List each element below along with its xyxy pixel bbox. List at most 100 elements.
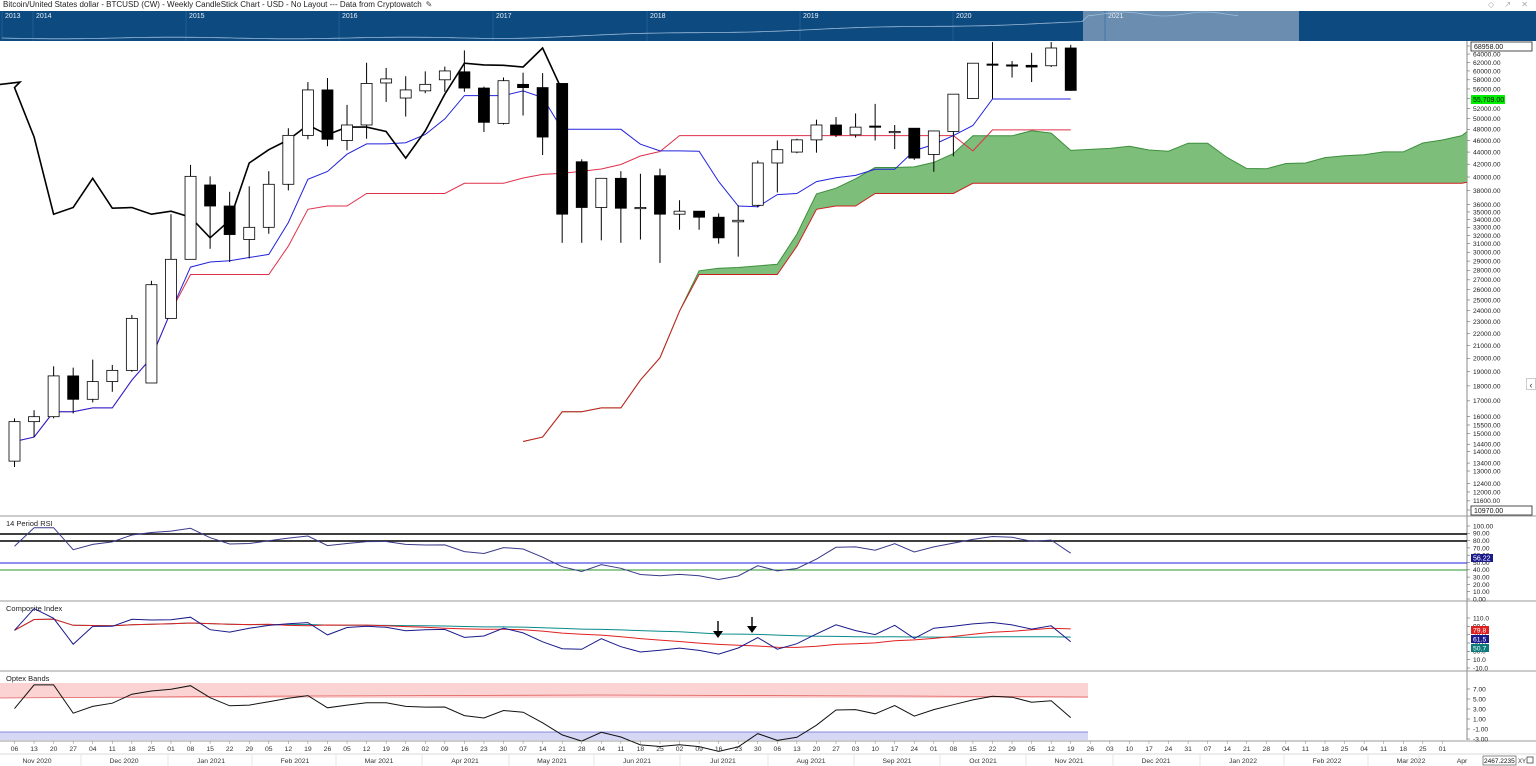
month-label: Apr bbox=[1457, 758, 1468, 765]
optex-tick-label: 5.00 bbox=[1473, 696, 1486, 703]
candle-bearish[interactable] bbox=[654, 175, 666, 215]
price-tick-label: 44000.00 bbox=[1473, 149, 1501, 156]
time-axis[interactable]: 06 13 20 27 04 11 18 25 01 08 15 22 29 05 12 19 26 05 12 19… bbox=[0, 741, 1536, 766]
day-label: 18 bbox=[1399, 746, 1407, 753]
candle-bearish[interactable] bbox=[1064, 47, 1077, 91]
candle-bullish[interactable] bbox=[497, 80, 510, 124]
candle-bullish[interactable] bbox=[125, 317, 138, 371]
price-tick-label: 40000.00 bbox=[1473, 174, 1501, 181]
price-tick-label: 50000.00 bbox=[1473, 116, 1501, 123]
candle-bullish[interactable] bbox=[8, 421, 21, 462]
price-top-label-box bbox=[1470, 41, 1533, 52]
overview-background bbox=[0, 11, 1536, 41]
day-label: 17 bbox=[1145, 746, 1153, 753]
candle-bearish[interactable] bbox=[556, 83, 569, 215]
candle-bullish[interactable] bbox=[849, 126, 862, 136]
candle-bullish[interactable] bbox=[419, 83, 432, 92]
price-panel[interactable]: 66000.0064000.0062000.0060000.0058000.00… bbox=[0, 41, 1533, 516]
day-label: 29 bbox=[245, 746, 253, 753]
candle-bullish[interactable] bbox=[927, 130, 940, 155]
candle-bearish[interactable] bbox=[478, 87, 490, 123]
candle-bearish[interactable] bbox=[1006, 64, 1018, 67]
candle-bullish[interactable] bbox=[165, 258, 177, 319]
candle-bullish[interactable] bbox=[967, 62, 979, 99]
chart-title: Bitcoin/United States dollar - BTCUSD (C… bbox=[3, 0, 422, 9]
candle-bearish[interactable] bbox=[908, 127, 921, 159]
candle-bullish[interactable] bbox=[438, 70, 451, 81]
candle-bullish[interactable] bbox=[751, 162, 764, 206]
price-tick-label: 12400.00 bbox=[1473, 481, 1501, 488]
day-label: 27 bbox=[69, 746, 77, 753]
candle-bullish[interactable] bbox=[28, 416, 40, 423]
price-tick-label: 31000.00 bbox=[1473, 241, 1501, 248]
candle-bullish[interactable] bbox=[301, 89, 314, 136]
candle-bullish[interactable] bbox=[771, 149, 784, 164]
window-controls[interactable]: ◇ ↗ ✕ bbox=[1487, 0, 1532, 9]
candle-bearish[interactable] bbox=[1025, 64, 1038, 68]
xy-toggle[interactable]: XY bbox=[1518, 759, 1526, 765]
optex-bands-panel[interactable]: Optex Bands 7.00 5.00 3.00 1.00 -1.00 -3.00 bbox=[0, 674, 1488, 752]
rsi-tick-label: 80.00 bbox=[1473, 538, 1490, 545]
candle-bearish[interactable] bbox=[458, 71, 471, 89]
overview-year-label: 2015 bbox=[189, 13, 205, 20]
candle-bullish[interactable] bbox=[106, 369, 119, 382]
day-label: 24 bbox=[1165, 746, 1173, 753]
candle-bullish[interactable] bbox=[673, 210, 686, 215]
candle-bearish[interactable] bbox=[712, 216, 725, 239]
candle-bearish[interactable] bbox=[986, 63, 999, 66]
day-label: 07 bbox=[1204, 746, 1212, 753]
overview-year-label: 2013 bbox=[5, 13, 21, 20]
candle-bullish[interactable] bbox=[86, 381, 99, 400]
candle-bullish[interactable] bbox=[732, 219, 745, 223]
candle-bearish[interactable] bbox=[693, 210, 705, 218]
edit-title-icon[interactable]: ✎ bbox=[425, 0, 433, 9]
candle-bearish[interactable] bbox=[536, 87, 549, 138]
candle-bearish[interactable] bbox=[869, 125, 882, 128]
day-label: 19 bbox=[304, 746, 312, 753]
candle-bullish[interactable] bbox=[888, 131, 901, 134]
candle-bearish[interactable] bbox=[204, 184, 217, 207]
overview-selection-window[interactable] bbox=[1083, 11, 1299, 41]
candle-bearish[interactable] bbox=[223, 205, 236, 235]
composite-index-panel[interactable]: Composite Index 110.090.070.050.030.010.… bbox=[6, 604, 1489, 672]
rsi-panel[interactable]: 14 Period RSI 100.0090.0080.0070.0060.00… bbox=[0, 519, 1494, 603]
candle-bullish[interactable] bbox=[1045, 47, 1058, 67]
candle-bearish[interactable] bbox=[830, 124, 842, 136]
candle-bullish[interactable] bbox=[341, 124, 353, 141]
candle-bullish[interactable] bbox=[634, 207, 647, 210]
candle-bearish[interactable] bbox=[614, 177, 627, 209]
candle-bullish[interactable] bbox=[595, 177, 608, 208]
day-label: 14 bbox=[539, 746, 547, 753]
candle-bullish[interactable] bbox=[243, 226, 256, 240]
collapse-panel-chevron-left-icon[interactable]: ‹ bbox=[1526, 378, 1536, 390]
day-label: 04 bbox=[1360, 746, 1368, 753]
candle-bullish[interactable] bbox=[145, 284, 158, 384]
overview-navigator[interactable]: 2013 2014 2015 2016 2017 2018 2019 2020 2021 bbox=[0, 11, 1536, 41]
last-price-box bbox=[1471, 95, 1505, 104]
rsi-tick-label: 20.00 bbox=[1473, 582, 1490, 589]
optex-upper-band-line bbox=[0, 694, 1089, 699]
day-label: 03 bbox=[852, 746, 860, 753]
candle-bullish[interactable] bbox=[262, 183, 275, 228]
candle-bullish[interactable] bbox=[184, 175, 197, 260]
day-label: 25 bbox=[1419, 746, 1427, 753]
candle-bullish[interactable] bbox=[47, 375, 60, 418]
candle-bullish[interactable] bbox=[399, 89, 412, 99]
candle-bearish[interactable] bbox=[67, 375, 80, 400]
candle-bearish[interactable] bbox=[575, 161, 588, 208]
day-label: 26 bbox=[1087, 746, 1095, 753]
candle-bullish[interactable] bbox=[282, 134, 295, 185]
day-label: 11 bbox=[1302, 746, 1309, 753]
candle-bullish[interactable] bbox=[791, 139, 803, 153]
candle-bullish[interactable] bbox=[380, 78, 393, 84]
scale-toggle-icon[interactable] bbox=[1526, 756, 1534, 764]
candle-bullish[interactable] bbox=[810, 124, 823, 141]
candle-bearish[interactable] bbox=[517, 83, 529, 88]
month-label: May 2021 bbox=[537, 758, 567, 765]
candle-bullish[interactable] bbox=[360, 83, 373, 126]
candle-bullish[interactable] bbox=[947, 93, 960, 132]
day-label: 08 bbox=[187, 746, 195, 753]
price-tick-label: 32000.00 bbox=[1473, 233, 1501, 240]
candle-bearish[interactable] bbox=[321, 89, 334, 140]
